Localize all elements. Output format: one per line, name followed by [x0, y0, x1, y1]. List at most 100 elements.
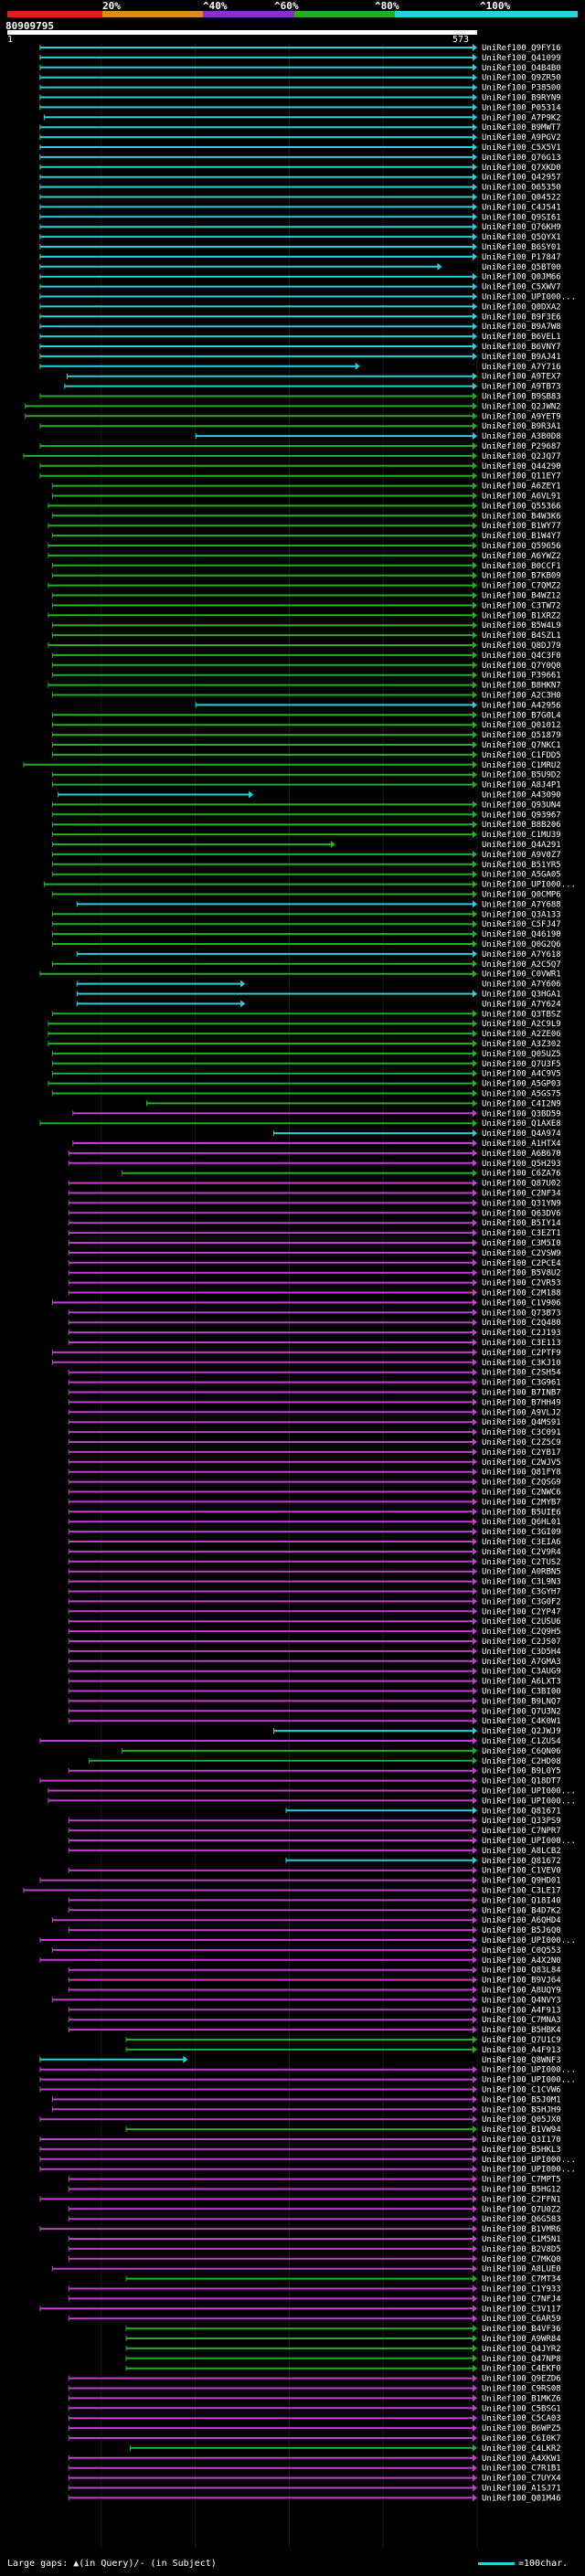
hit-label[interactable]: UniRef100_C3D5H4 [482, 1648, 561, 1657]
hit-label[interactable]: UniRef100_A6VL91 [482, 493, 561, 502]
hit-label[interactable]: UniRef100_Q4A974 [482, 1129, 561, 1139]
hit-label[interactable]: UniRef100_B9A7W8 [482, 323, 561, 332]
hit-label[interactable]: UniRef100_C4I2N9 [482, 1099, 561, 1108]
hit-label[interactable]: UniRef100_C5FJ47 [482, 920, 561, 929]
hit-label[interactable]: UniRef100_B1MKZ6 [482, 2394, 561, 2403]
hit-label[interactable]: UniRef100_B5HBK4 [482, 2026, 561, 2035]
hit-label[interactable]: UniRef100_A2C9L9 [482, 1020, 561, 1029]
hit-label[interactable]: UniRef100_Q5BT00 [482, 263, 561, 272]
hit-label[interactable]: UniRef100_A9WR84 [482, 2335, 561, 2344]
hit-label[interactable]: UniRef100_B9R3A1 [482, 422, 561, 431]
hit-label[interactable]: UniRef100_Q0DXA2 [482, 302, 561, 312]
hit-label[interactable]: UniRef100_Q0JM66 [482, 273, 561, 282]
hit-label[interactable]: UniRef100_B5UIE6 [482, 1508, 561, 1517]
hit-label[interactable]: UniRef100_C2V9R4 [482, 1548, 561, 1557]
hit-label[interactable]: UniRef100_Q4NVY3 [482, 1996, 561, 2005]
hit-label[interactable]: UniRef100_A7P9K2 [482, 113, 561, 122]
hit-label[interactable]: UniRef100_Q6G583 [482, 2215, 561, 2224]
hit-label[interactable]: UniRef100_Q9ZR50 [482, 74, 561, 83]
hit-label[interactable]: UniRef100_Q5QYX1 [482, 233, 561, 242]
hit-label[interactable]: UniRef100_Q2JQ77 [482, 452, 561, 461]
hit-label[interactable]: UniRef100_C2YB17 [482, 1448, 561, 1458]
hit-label[interactable]: UniRef100_Q04522 [482, 194, 561, 203]
hit-label[interactable]: UniRef100_C2VSW9 [482, 1249, 561, 1258]
hit-label[interactable]: UniRef100_Q7NKC1 [482, 741, 561, 750]
hit-label[interactable]: UniRef100_Q41099 [482, 54, 561, 63]
hit-label[interactable]: UniRef100_C2Q9H5 [482, 1627, 561, 1637]
hit-label[interactable]: UniRef100_A4XKW1 [482, 2454, 561, 2464]
hit-label[interactable]: UniRef100_Q7U0Z2 [482, 2205, 561, 2214]
hit-label[interactable]: UniRef100_B6WPZ5 [482, 2424, 561, 2433]
hit-label[interactable]: UniRef100_B4W3K6 [482, 512, 561, 521]
hit-label[interactable]: UniRef100_C1FDD5 [482, 751, 561, 760]
hit-label[interactable]: UniRef100_C2NF34 [482, 1190, 561, 1199]
hit-label[interactable]: UniRef100_Q5H293 [482, 1160, 561, 1169]
hit-label[interactable]: UniRef100_Q05UZ5 [482, 1050, 561, 1059]
hit-label[interactable]: UniRef100_C3C091 [482, 1428, 561, 1437]
hit-label[interactable]: UniRef100_C3M5I0 [482, 1239, 561, 1248]
hit-label[interactable]: UniRef100_A8LCB2 [482, 1847, 561, 1856]
hit-label[interactable]: UniRef100_A7Y688 [482, 900, 561, 909]
hit-label[interactable]: UniRef100_A5GA05 [482, 871, 561, 880]
hit-label[interactable]: UniRef100_A0RBN5 [482, 1568, 561, 1577]
hit-label[interactable]: UniRef100_A8LUE0 [482, 2265, 561, 2274]
hit-label[interactable]: UniRef100_C7R1B1 [482, 2465, 561, 2474]
hit-label[interactable]: UniRef100_B5V8U2 [482, 1269, 561, 1278]
hit-label[interactable]: UniRef100_C2Z5C9 [482, 1438, 561, 1447]
hit-label[interactable]: UniRef100_C3GI09 [482, 1528, 561, 1537]
hit-label[interactable]: UniRef100_C2USU6 [482, 1617, 561, 1627]
hit-label[interactable]: UniRef100_Q0G2Q6 [482, 940, 561, 949]
hit-label[interactable]: UniRef100_Q3I170 [482, 2136, 561, 2145]
hit-label[interactable]: UniRef100_Q18I40 [482, 1896, 561, 1905]
hit-label[interactable]: UniRef100_B6VNY7 [482, 343, 561, 352]
hit-label[interactable]: UniRef100_P38500 [482, 84, 561, 93]
hit-label[interactable]: UniRef100_A6YWZ2 [482, 552, 561, 561]
hit-label[interactable]: UniRef100_B9MWT7 [482, 123, 561, 133]
hit-label[interactable]: UniRef100_B6SY01 [482, 243, 561, 252]
hit-label[interactable]: UniRef100_UPI000... [482, 1837, 576, 1846]
hit-label[interactable]: UniRef100_Q31YN9 [482, 1199, 561, 1208]
hit-label[interactable]: UniRef100_O4B4B0 [482, 64, 561, 73]
hit-label[interactable]: UniRef100_Q7XKD0 [482, 164, 561, 173]
hit-label[interactable]: UniRef100_Q81FY8 [482, 1468, 561, 1478]
hit-label[interactable]: UniRef100_Q76G13 [482, 154, 561, 163]
hit-label[interactable]: UniRef100_A9TEX7 [482, 373, 561, 382]
hit-label[interactable]: UniRef100_UPI000... [482, 1936, 576, 1945]
hit-label[interactable]: UniRef100_UPI000... [482, 1787, 576, 1797]
hit-label[interactable]: UniRef100_UPI000... [482, 881, 576, 890]
hit-label[interactable]: UniRef100_A4F913 [482, 2006, 561, 2015]
hit-label[interactable]: UniRef100_B9VJ64 [482, 1977, 561, 1986]
hit-label[interactable]: UniRef100_A9PGV2 [482, 133, 561, 143]
hit-label[interactable]: UniRef100_Q9EZD6 [482, 2375, 561, 2384]
hit-label[interactable]: UniRef100_A7Y618 [482, 950, 561, 959]
hit-label[interactable]: UniRef100_C3BI00 [482, 1688, 561, 1697]
hit-label[interactable]: UniRef100_C2M188 [482, 1289, 561, 1299]
hit-label[interactable]: UniRef100_A43090 [482, 791, 561, 800]
hit-label[interactable]: UniRef100_C3V117 [482, 2305, 561, 2314]
hit-label[interactable]: UniRef100_B0CCF1 [482, 562, 561, 571]
hit-label[interactable]: UniRef100_A8UQY9 [482, 1987, 561, 1996]
hit-label[interactable]: UniRef100_B5HJH9 [482, 2105, 561, 2115]
hit-label[interactable]: UniRef100_Q01012 [482, 721, 561, 730]
hit-label[interactable]: UniRef100_Q9SI61 [482, 213, 561, 222]
hit-label[interactable]: UniRef100_B2V8D5 [482, 2245, 561, 2254]
hit-label[interactable]: UniRef100_C2VR53 [482, 1279, 561, 1288]
hit-label[interactable]: UniRef100_C3TW72 [482, 601, 561, 610]
hit-label[interactable]: UniRef100_Q4MS91 [482, 1418, 561, 1427]
hit-label[interactable]: UniRef100_A5GP03 [482, 1080, 561, 1089]
hit-label[interactable]: UniRef100_Q4JYR2 [482, 2345, 561, 2354]
hit-label[interactable]: UniRef100_Q51879 [482, 731, 561, 740]
hit-label[interactable]: UniRef100_A9VLJ2 [482, 1408, 561, 1417]
hit-label[interactable]: UniRef100_C3L9N3 [482, 1578, 561, 1587]
hit-label[interactable]: UniRef100_A4C9V5 [482, 1070, 561, 1079]
hit-label[interactable]: UniRef100_B9SB83 [482, 393, 561, 402]
hit-label[interactable]: UniRef100_A7Y606 [482, 981, 561, 990]
hit-label[interactable]: UniRef100_C2FFN1 [482, 2195, 561, 2204]
hit-label[interactable]: UniRef100_C6AR59 [482, 2315, 561, 2324]
hit-label[interactable]: UniRef100_C1MRU2 [482, 761, 561, 770]
hit-label[interactable]: UniRef100_A9TB73 [482, 383, 561, 392]
hit-label[interactable]: UniRef100_A9V0Z7 [482, 851, 561, 860]
hit-label[interactable]: UniRef100_B51YR5 [482, 861, 561, 870]
hit-label[interactable]: UniRef100_B9RYN9 [482, 94, 561, 103]
hit-label[interactable]: UniRef100_Q73B73 [482, 1309, 561, 1318]
